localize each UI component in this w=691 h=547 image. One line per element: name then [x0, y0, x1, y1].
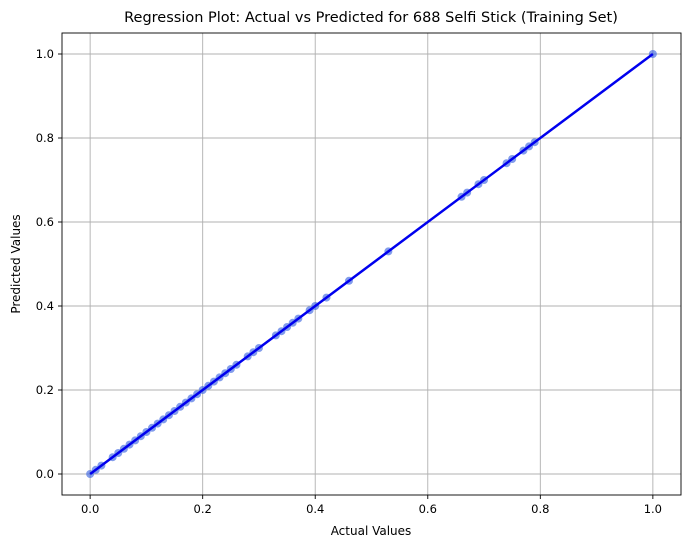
x-tick-label: 0.0	[81, 502, 99, 516]
y-tick-label: 0.4	[36, 299, 54, 313]
y-axis-ticks: 0.0 0.2 0.4 0.6 0.8 1.0	[36, 47, 62, 481]
y-tick-label: 0.2	[36, 383, 54, 397]
y-tick-label: 1.0	[36, 47, 54, 61]
x-tick-label: 0.6	[419, 502, 437, 516]
x-axis-ticks: 0.0 0.2 0.4 0.6 0.8 1.0	[81, 495, 662, 516]
x-axis-label: Actual Values	[331, 524, 412, 538]
x-tick-label: 0.2	[194, 502, 212, 516]
x-tick-label: 0.4	[306, 502, 324, 516]
plot-frame	[61, 32, 682, 496]
x-tick-label: 0.8	[531, 502, 549, 516]
regression-line-group	[89, 52, 654, 476]
y-tick-label: 0.8	[36, 131, 54, 145]
y-axis-label: Predicted Values	[9, 214, 23, 313]
grid-lines	[62, 33, 681, 495]
regression-line	[89, 52, 654, 476]
y-tick-label: 0.6	[36, 215, 54, 229]
x-tick-label: 1.0	[644, 502, 662, 516]
chart-title: Regression Plot: Actual vs Predicted for…	[124, 10, 618, 26]
y-tick-label: 0.0	[36, 467, 54, 481]
